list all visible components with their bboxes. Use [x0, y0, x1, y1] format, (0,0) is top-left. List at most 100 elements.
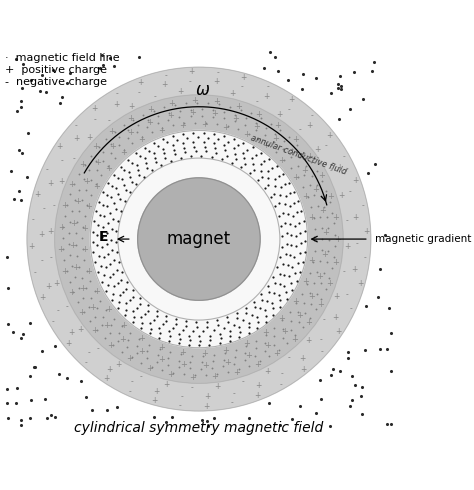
- Text: -: -: [108, 116, 110, 125]
- Text: +: +: [70, 219, 77, 228]
- Point: [187, 358, 194, 366]
- Point: [280, 271, 288, 279]
- Point: [281, 180, 288, 188]
- Point: [304, 193, 311, 201]
- Point: [230, 360, 238, 368]
- Point: [166, 333, 173, 341]
- Point: [187, 106, 195, 114]
- Point: [78, 196, 86, 204]
- Point: [107, 54, 114, 62]
- Point: [220, 108, 228, 116]
- Point: [201, 143, 209, 150]
- Point: [38, 347, 46, 355]
- Point: [91, 313, 99, 320]
- Point: [299, 258, 307, 266]
- Point: [277, 222, 285, 230]
- Text: -: -: [267, 82, 270, 92]
- Text: +: +: [39, 293, 46, 302]
- Point: [92, 157, 100, 165]
- Point: [136, 294, 144, 302]
- Point: [323, 214, 330, 221]
- Point: [245, 318, 252, 326]
- Point: [385, 304, 393, 312]
- Text: +: +: [77, 324, 83, 334]
- Text: +: +: [108, 341, 114, 350]
- Text: +: +: [58, 245, 64, 254]
- Point: [190, 138, 197, 146]
- Point: [100, 188, 107, 196]
- Point: [298, 207, 305, 215]
- Point: [157, 161, 165, 169]
- Point: [95, 252, 102, 260]
- Text: +: +: [245, 351, 252, 360]
- Point: [261, 157, 268, 165]
- Point: [296, 153, 303, 161]
- Point: [59, 223, 67, 231]
- Text: -: -: [205, 86, 208, 95]
- Text: +: +: [222, 123, 229, 132]
- Point: [94, 221, 102, 229]
- Text: +: +: [62, 201, 68, 210]
- Point: [298, 85, 305, 93]
- Point: [260, 64, 267, 72]
- Point: [124, 343, 131, 351]
- Point: [330, 220, 338, 227]
- Text: +: +: [202, 361, 209, 370]
- Point: [98, 244, 106, 251]
- Point: [246, 323, 253, 331]
- Point: [301, 149, 308, 157]
- Point: [316, 376, 323, 384]
- Point: [286, 189, 293, 197]
- Point: [312, 237, 319, 245]
- Point: [331, 231, 339, 239]
- Text: -: -: [65, 302, 68, 312]
- Point: [80, 175, 88, 183]
- Point: [121, 197, 128, 205]
- Point: [346, 402, 354, 410]
- Point: [144, 307, 152, 315]
- Point: [79, 223, 87, 231]
- Point: [334, 84, 341, 92]
- Point: [99, 222, 106, 230]
- Point: [265, 155, 273, 163]
- Point: [216, 330, 224, 338]
- Text: ω: ω: [196, 81, 210, 99]
- Point: [163, 418, 170, 426]
- Point: [237, 106, 245, 114]
- Point: [264, 181, 272, 189]
- Point: [102, 135, 110, 143]
- Text: +: +: [147, 105, 154, 114]
- Point: [81, 161, 89, 169]
- Text: -: -: [281, 369, 283, 378]
- Point: [243, 309, 250, 317]
- Point: [279, 260, 287, 268]
- Point: [47, 412, 55, 419]
- Point: [191, 371, 199, 379]
- Point: [351, 381, 359, 389]
- Point: [324, 224, 332, 232]
- Point: [318, 235, 326, 243]
- Text: +: +: [307, 152, 313, 161]
- Point: [262, 318, 270, 326]
- Text: +: +: [296, 311, 303, 320]
- Point: [80, 308, 88, 316]
- Text: +: +: [333, 292, 339, 301]
- Point: [288, 416, 296, 423]
- Text: +: +: [322, 228, 328, 237]
- Point: [18, 84, 26, 92]
- Point: [210, 130, 218, 138]
- Point: [350, 68, 358, 75]
- Point: [5, 320, 12, 328]
- Text: +: +: [213, 77, 219, 87]
- Text: +: +: [318, 299, 324, 309]
- Point: [202, 371, 210, 379]
- Point: [100, 201, 107, 209]
- Point: [103, 192, 111, 199]
- Point: [180, 370, 188, 378]
- Point: [18, 149, 26, 157]
- Point: [106, 273, 113, 281]
- Point: [230, 135, 237, 143]
- Point: [122, 187, 129, 195]
- Point: [134, 342, 141, 350]
- Text: +: +: [119, 336, 126, 344]
